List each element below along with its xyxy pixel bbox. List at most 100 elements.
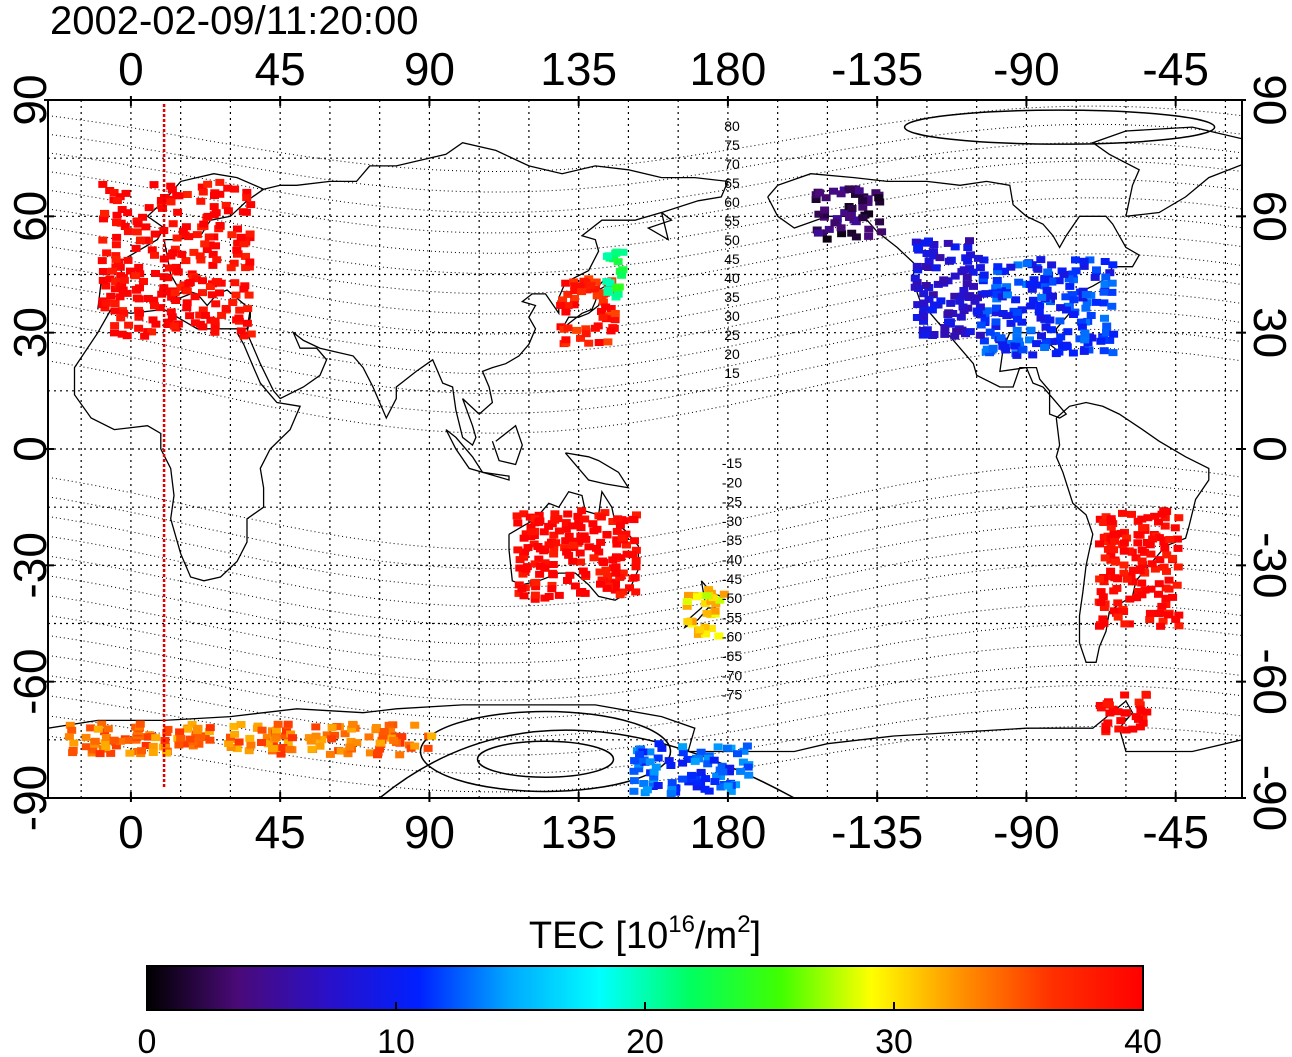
tec-pixel bbox=[123, 256, 133, 264]
tec-pixel bbox=[822, 235, 832, 243]
tec-pixel bbox=[695, 626, 705, 634]
tec-pixel bbox=[965, 265, 975, 273]
tec-pixel bbox=[594, 339, 604, 346]
tec-pixel bbox=[1099, 347, 1109, 355]
tec-pixel bbox=[1014, 278, 1024, 286]
tec-pixel bbox=[143, 295, 153, 302]
tec-pixel bbox=[946, 299, 956, 307]
tec-pixel bbox=[105, 275, 115, 283]
tec-pixel bbox=[642, 786, 652, 794]
frame-tick bbox=[577, 96, 580, 106]
tec-pixel bbox=[101, 299, 111, 307]
tec-pixel bbox=[957, 292, 967, 300]
tec-pixel bbox=[141, 236, 150, 244]
tec-pixel bbox=[558, 296, 568, 304]
tec-pixel bbox=[632, 511, 641, 519]
tec-pixel bbox=[712, 772, 722, 780]
tec-pixel bbox=[198, 289, 207, 297]
latitude-tick-label: -90 bbox=[1244, 765, 1292, 831]
tec-pixel bbox=[1041, 323, 1051, 331]
frame-tick bbox=[44, 564, 54, 567]
tec-pixel bbox=[975, 331, 985, 339]
tec-pixel bbox=[1053, 337, 1063, 345]
tec-pixel bbox=[386, 727, 395, 735]
tec-pixel bbox=[531, 578, 541, 586]
tec-pixel bbox=[601, 303, 611, 311]
tec-pixel bbox=[706, 597, 716, 605]
tec-pixel bbox=[131, 272, 141, 280]
tec-pixel bbox=[1136, 707, 1146, 715]
latitude-ticks-right: 90 60 30 0 -30 -60 -90 bbox=[1244, 74, 1292, 831]
tec-pixel bbox=[630, 757, 640, 765]
tec-pixel bbox=[975, 303, 985, 311]
longitude-tick-label: -135 bbox=[831, 43, 923, 95]
tec-pixel bbox=[203, 212, 213, 220]
tec-pixel bbox=[912, 279, 922, 286]
tec-pixel bbox=[1138, 561, 1148, 569]
tec-pixel bbox=[242, 194, 252, 202]
tec-pixel bbox=[615, 573, 625, 581]
tec-pixel bbox=[678, 775, 688, 783]
tec-pixel bbox=[692, 783, 702, 791]
tec-pixel bbox=[81, 743, 91, 751]
tec-pixel bbox=[159, 284, 169, 292]
tec-pixel bbox=[664, 757, 674, 765]
tec-pixel bbox=[877, 228, 887, 236]
tec-pixel bbox=[200, 732, 210, 740]
tec-pixel bbox=[215, 190, 225, 198]
tec-pixel bbox=[235, 306, 245, 314]
tec-pixel bbox=[191, 275, 201, 283]
tec-pixel bbox=[649, 773, 659, 781]
tec-pixel bbox=[65, 721, 75, 729]
tec-pixel bbox=[410, 721, 420, 729]
tec-pixel bbox=[548, 561, 558, 568]
tec-pixel bbox=[194, 740, 204, 748]
tec-pixel bbox=[176, 283, 186, 291]
tec-pixel bbox=[182, 191, 192, 198]
tec-pixel bbox=[1127, 510, 1136, 518]
tec-pixel bbox=[1006, 319, 1016, 327]
tec-pixel bbox=[1146, 585, 1156, 593]
tec-pixel bbox=[208, 261, 218, 269]
tec-pixel bbox=[910, 274, 920, 282]
tec-pixel bbox=[854, 187, 864, 195]
tec-pixel bbox=[115, 737, 125, 745]
tec-pixel bbox=[924, 257, 934, 265]
magnetic-latitude-label: -50 bbox=[722, 590, 742, 606]
frame-tick bbox=[44, 331, 54, 334]
tec-pixel bbox=[151, 320, 161, 328]
tec-pixel bbox=[912, 314, 922, 321]
tec-pixel bbox=[683, 618, 693, 626]
tec-pixel bbox=[232, 745, 242, 753]
tec-pixel bbox=[229, 259, 239, 267]
tec-pixel bbox=[991, 309, 1001, 317]
tec-pixel bbox=[667, 779, 677, 787]
tec-pixel bbox=[929, 301, 939, 309]
tec-pixel bbox=[140, 332, 150, 340]
tec-pixel bbox=[743, 763, 753, 771]
tec-pixel bbox=[1054, 277, 1064, 285]
magnetic-latitude-line bbox=[48, 503, 1242, 589]
longitude-tick-label: 45 bbox=[255, 43, 306, 95]
tec-pixel bbox=[181, 740, 191, 748]
tec-pixel bbox=[958, 303, 968, 311]
tec-pixel bbox=[950, 272, 960, 280]
tec-pixel bbox=[273, 720, 283, 728]
tec-pixel bbox=[540, 559, 550, 567]
latitude-tick-label: 30 bbox=[1244, 307, 1292, 358]
tec-pixel bbox=[992, 277, 1002, 284]
tec-pixel bbox=[1131, 713, 1141, 721]
tec-pixel bbox=[245, 258, 255, 266]
tec-pixel bbox=[244, 291, 254, 299]
tec-pixel bbox=[187, 720, 197, 728]
tec-pixel bbox=[1116, 717, 1126, 725]
tec-pixel bbox=[514, 581, 524, 589]
magnetic-latitude-label: -15 bbox=[722, 455, 742, 471]
tec-pixel bbox=[236, 721, 246, 728]
tec-pixel bbox=[1121, 726, 1131, 734]
colorbar-tick-label: 40 bbox=[1124, 1023, 1162, 1057]
tec-pixel bbox=[997, 293, 1007, 301]
tec-pixel bbox=[117, 330, 127, 338]
tec-pixel bbox=[956, 313, 966, 321]
tec-pixel bbox=[205, 283, 215, 290]
